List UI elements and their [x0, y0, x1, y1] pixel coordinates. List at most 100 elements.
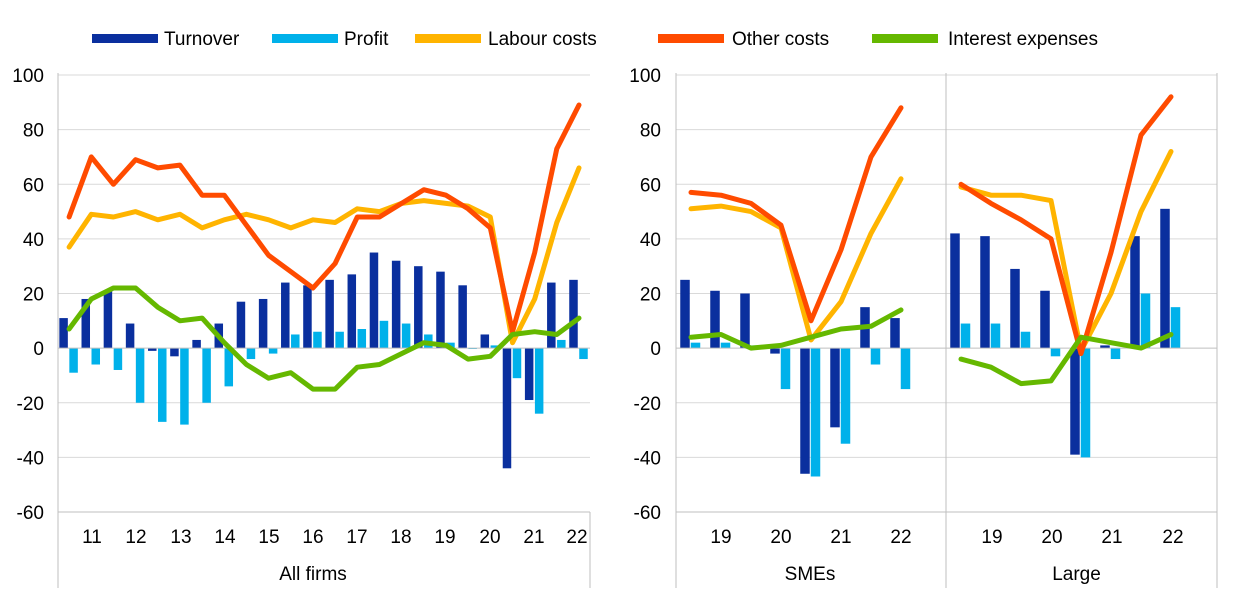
y-tick-label: 80	[640, 121, 661, 142]
bar-turnover	[369, 252, 379, 349]
x-tick-label: 22	[890, 527, 911, 548]
bar-profit	[69, 348, 78, 373]
bar-turnover	[414, 266, 423, 349]
bar-profit	[900, 348, 911, 390]
bar-profit	[180, 348, 189, 425]
bar-profit	[1170, 307, 1181, 349]
bar-profit	[224, 348, 234, 387]
bar-turnover	[800, 348, 810, 474]
x-tick-label: 13	[170, 527, 191, 548]
y-tick-label: 40	[23, 230, 44, 251]
legend-swatch-interest	[872, 34, 938, 43]
bar-profit	[960, 323, 971, 349]
panel-3: 19 20 21 22 Large	[945, 73, 1218, 588]
line-other	[958, 94, 1174, 357]
y-tick-label: -20	[17, 394, 44, 415]
line-interest	[66, 285, 582, 392]
bar-profit	[401, 323, 411, 349]
y-tick-label: -40	[17, 448, 44, 469]
line-interest	[958, 332, 1174, 387]
bar-turnover	[1070, 348, 1080, 455]
bar-profit	[870, 348, 881, 365]
bar-turnover	[391, 260, 401, 349]
bar-profit	[490, 345, 500, 349]
bar-profit	[1080, 348, 1091, 458]
legend-label-turnover: Turnover	[164, 29, 240, 50]
bar-profit	[690, 342, 701, 349]
bar-turnover	[281, 282, 290, 349]
line-labour	[958, 149, 1174, 354]
line-labour	[66, 165, 582, 346]
y-tick-label: 0	[33, 339, 44, 360]
bar-turnover	[1100, 345, 1110, 349]
x-tick-label: 17	[346, 527, 367, 548]
bar-turnover	[325, 279, 334, 349]
bar-turnover	[830, 348, 840, 428]
bar-turnover	[710, 290, 720, 349]
bar-profit	[512, 348, 522, 379]
bar-turnover	[236, 301, 246, 349]
x-tick-label: 19	[710, 527, 731, 548]
x-tick-label: 21	[1101, 527, 1122, 548]
panel-1: -60 -40 -20 0 20 40 60 80 100 11 12 13 14 15 16 17 18 19 2…	[12, 66, 591, 588]
legend-swatch-profit	[272, 34, 338, 43]
bar-turnover	[458, 285, 467, 349]
bar-profit	[1050, 348, 1061, 357]
line-interest	[688, 307, 904, 351]
bar-profit	[990, 323, 1001, 349]
bar-profit	[720, 342, 731, 349]
y-tick-label: 100	[12, 66, 44, 87]
bar-turnover	[347, 274, 357, 349]
bar-turnover	[303, 285, 312, 349]
legend-swatch-other	[658, 34, 724, 43]
bar-profit	[113, 348, 123, 370]
x-tick-label: 22	[566, 527, 587, 548]
y-tick-label: 0	[650, 339, 661, 360]
bar-turnover	[524, 348, 534, 401]
chart-panels: -60 -40 -20 0 20 40 60 80 100 11 12 13 14 15 16 17 18 19 2…	[12, 66, 1218, 588]
y-tick-label: 20	[640, 285, 661, 306]
bar-profit	[534, 348, 544, 414]
line-other	[688, 105, 904, 324]
bar-turnover	[480, 334, 490, 349]
bar-turnover	[81, 298, 91, 349]
bar-turnover	[1160, 208, 1170, 349]
y-tick-label: 60	[23, 175, 44, 196]
bar-profit	[202, 348, 211, 403]
y-tick-label: 40	[640, 230, 661, 251]
legend-swatch-turnover	[92, 34, 158, 43]
bar-turnover	[436, 271, 445, 349]
bar-turnover	[890, 318, 900, 349]
bar-turnover	[770, 348, 780, 354]
bar-profit	[335, 331, 344, 349]
panel-title: SMEs	[785, 564, 836, 585]
bar-profit	[246, 348, 256, 360]
y-tick-label: -40	[634, 448, 661, 469]
x-tick-label: 21	[830, 527, 851, 548]
bar-profit	[810, 348, 821, 477]
bar-profit	[780, 348, 791, 390]
x-tick-label: 20	[1041, 527, 1062, 548]
x-tick-label: 22	[1162, 527, 1183, 548]
bar-profit	[840, 348, 851, 444]
line-labour	[688, 176, 904, 343]
bar-turnover	[170, 348, 179, 357]
bar-profit	[1110, 348, 1121, 360]
x-tick-label: 18	[390, 527, 411, 548]
bar-turnover	[569, 279, 578, 349]
legend-label-labour: Labour costs	[488, 29, 597, 50]
bar-turnover	[740, 293, 750, 349]
legend-label-interest: Interest expenses	[948, 29, 1098, 50]
bar-profit	[291, 334, 300, 349]
bar-profit	[579, 348, 588, 360]
bar-turnover	[502, 348, 512, 469]
bar-turnover	[1010, 268, 1020, 349]
x-tick-label: 15	[258, 527, 279, 548]
y-tick-label: -60	[634, 503, 661, 524]
bar-turnover	[59, 318, 68, 349]
bar-profit	[268, 348, 278, 354]
bar-profit	[1020, 331, 1031, 349]
bar-turnover	[148, 348, 157, 351]
bar-turnover	[547, 282, 556, 349]
